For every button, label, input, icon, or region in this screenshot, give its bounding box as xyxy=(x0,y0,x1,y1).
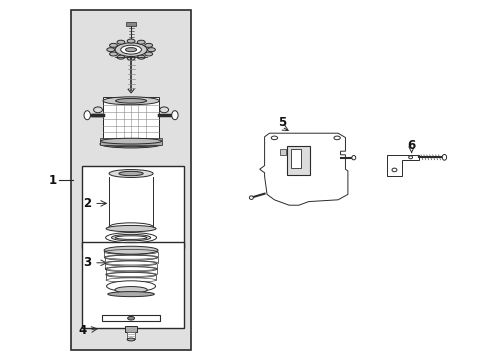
Ellipse shape xyxy=(119,171,143,176)
Ellipse shape xyxy=(104,255,158,259)
Ellipse shape xyxy=(121,45,142,54)
Text: 2: 2 xyxy=(83,197,91,210)
Text: 4: 4 xyxy=(78,324,86,337)
Ellipse shape xyxy=(84,111,90,120)
Bar xyxy=(126,22,136,26)
Ellipse shape xyxy=(116,99,147,103)
Bar xyxy=(71,10,191,350)
Bar xyxy=(82,242,184,328)
Ellipse shape xyxy=(145,52,152,56)
Ellipse shape xyxy=(115,236,147,239)
Ellipse shape xyxy=(115,43,147,57)
Ellipse shape xyxy=(249,196,253,199)
Bar xyxy=(124,326,137,332)
Ellipse shape xyxy=(137,40,145,44)
Ellipse shape xyxy=(106,281,155,292)
Bar xyxy=(82,166,184,248)
Ellipse shape xyxy=(105,233,156,243)
Bar xyxy=(127,332,135,339)
Bar xyxy=(280,149,286,155)
Ellipse shape xyxy=(103,141,159,147)
Ellipse shape xyxy=(125,48,137,52)
Ellipse shape xyxy=(104,246,158,254)
Ellipse shape xyxy=(147,48,155,52)
Ellipse shape xyxy=(392,168,397,172)
Ellipse shape xyxy=(106,278,156,282)
Ellipse shape xyxy=(111,234,150,241)
Ellipse shape xyxy=(105,266,157,271)
Text: 5: 5 xyxy=(278,116,286,129)
Ellipse shape xyxy=(127,39,135,43)
Text: 1: 1 xyxy=(49,174,57,186)
Ellipse shape xyxy=(115,287,147,293)
Ellipse shape xyxy=(334,136,340,140)
Ellipse shape xyxy=(117,40,125,44)
Ellipse shape xyxy=(172,111,178,120)
Ellipse shape xyxy=(127,338,135,341)
Ellipse shape xyxy=(110,52,118,56)
Bar xyxy=(291,149,301,168)
Polygon shape xyxy=(387,155,419,176)
Ellipse shape xyxy=(110,44,118,48)
Ellipse shape xyxy=(117,55,125,59)
Ellipse shape xyxy=(108,292,154,297)
Ellipse shape xyxy=(127,57,135,60)
Ellipse shape xyxy=(107,48,115,52)
Ellipse shape xyxy=(127,316,134,320)
Ellipse shape xyxy=(106,225,156,232)
Ellipse shape xyxy=(145,44,152,48)
Ellipse shape xyxy=(160,107,169,113)
Bar xyxy=(101,315,160,321)
Text: 6: 6 xyxy=(408,139,416,152)
Bar xyxy=(287,146,310,175)
Ellipse shape xyxy=(104,261,157,265)
Polygon shape xyxy=(260,133,348,205)
Ellipse shape xyxy=(352,156,356,160)
Ellipse shape xyxy=(271,136,277,140)
Ellipse shape xyxy=(442,154,447,160)
Ellipse shape xyxy=(100,138,162,144)
Bar xyxy=(100,138,162,145)
Text: 3: 3 xyxy=(83,256,91,269)
Ellipse shape xyxy=(105,272,156,276)
Ellipse shape xyxy=(409,156,413,159)
Ellipse shape xyxy=(100,140,162,148)
Ellipse shape xyxy=(109,170,153,177)
Ellipse shape xyxy=(94,107,102,113)
Bar xyxy=(103,97,159,140)
Ellipse shape xyxy=(109,223,153,231)
Ellipse shape xyxy=(103,97,159,105)
Ellipse shape xyxy=(137,55,145,59)
